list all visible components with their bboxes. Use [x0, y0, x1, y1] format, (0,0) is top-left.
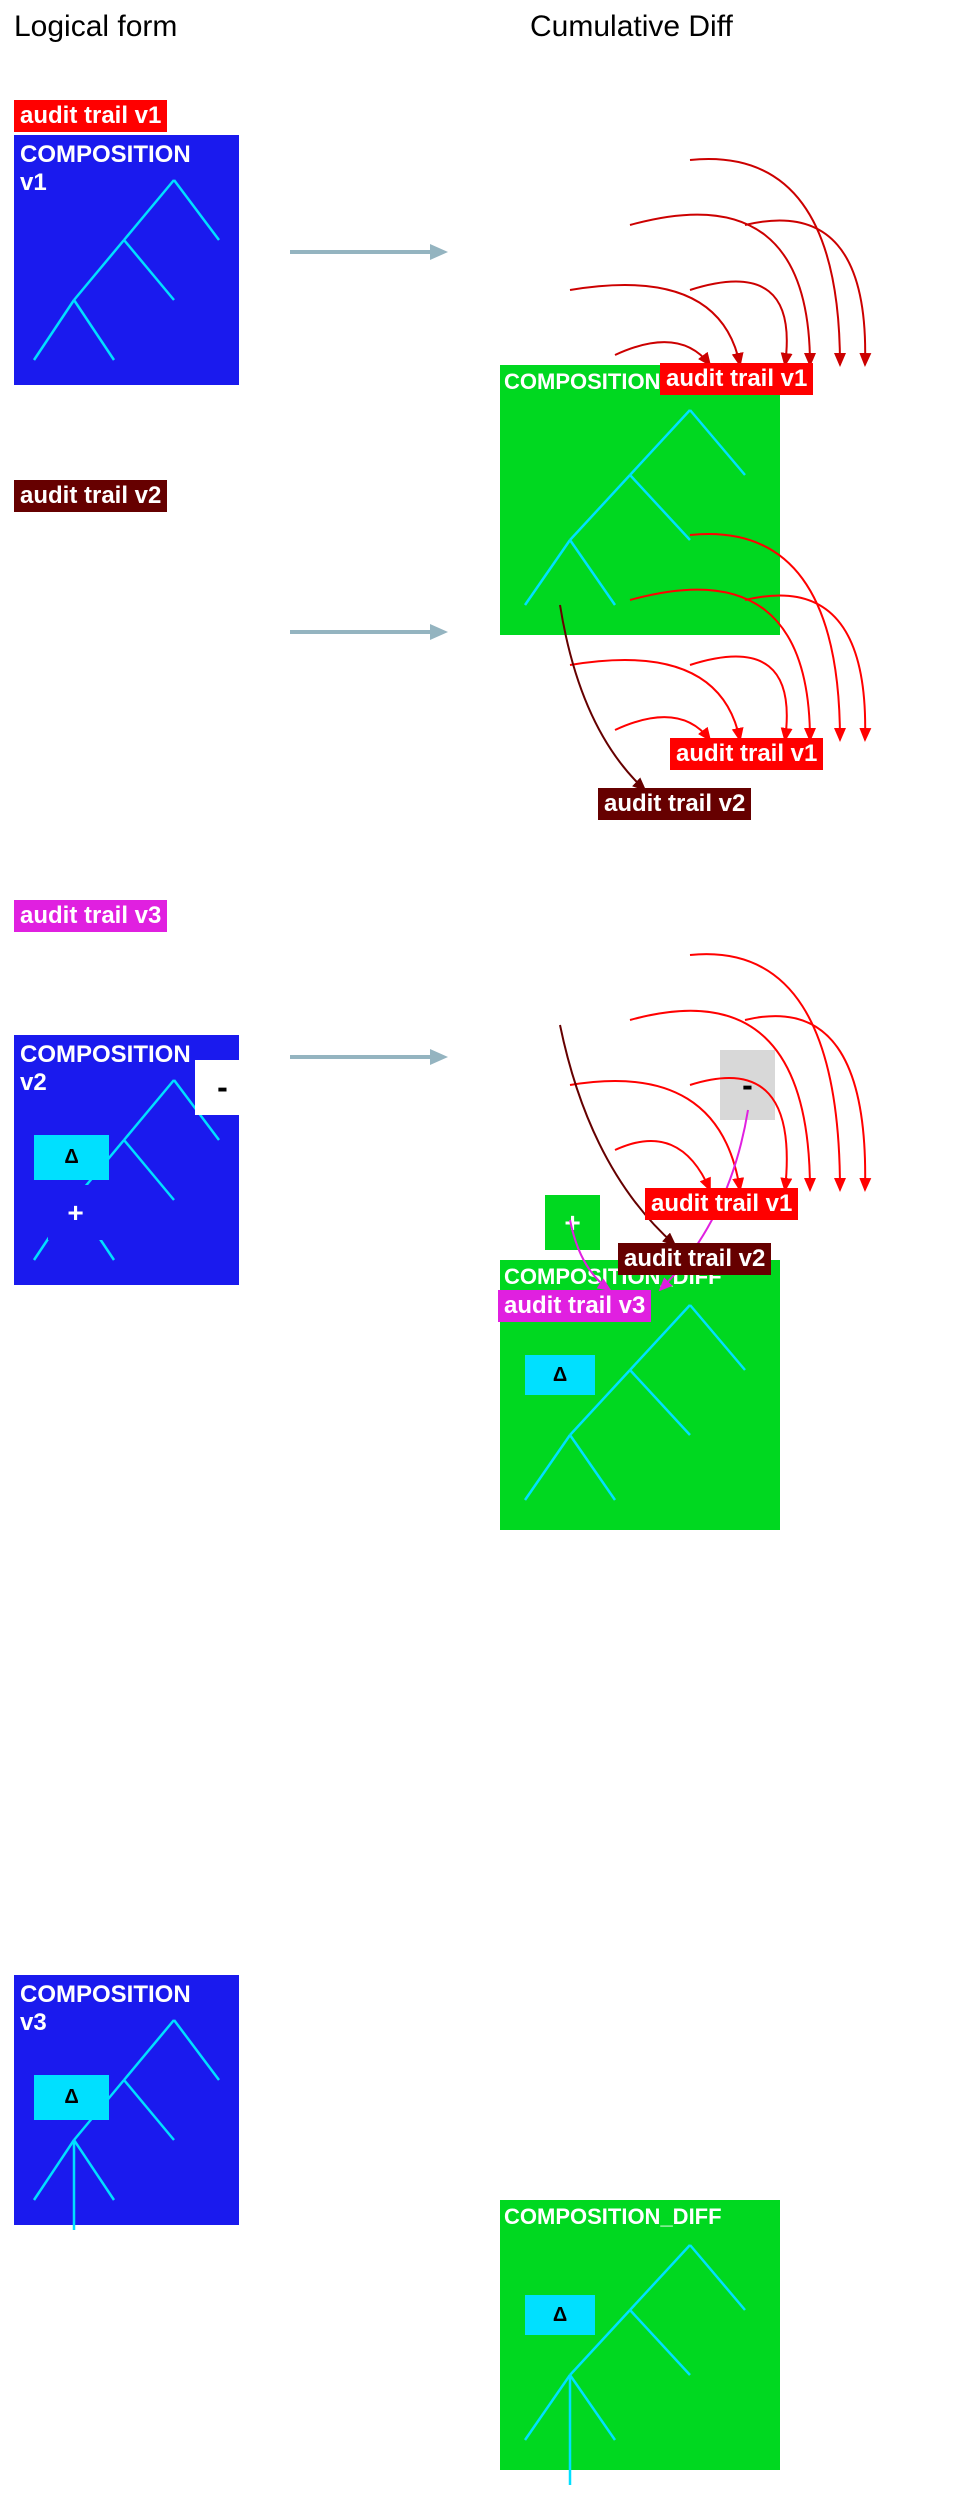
heading-left: Logical form	[14, 10, 177, 44]
diff-delta-v2: Δ	[525, 1355, 595, 1395]
diff-audit-v2-1: audit trail v1	[670, 738, 823, 770]
diff-box-v1: COMPOSITION_DIFF	[500, 365, 780, 635]
diff-audit-v1-1: audit trail v1	[660, 363, 813, 395]
diff-delta-v3: Δ	[525, 2295, 595, 2335]
plus-v3: +	[48, 1185, 103, 1240]
diff-tree-v3	[500, 2200, 780, 2500]
diff-plus-v3: +	[545, 1195, 600, 1250]
composition-box-v3: COMPOSITION v3 Δ	[14, 1975, 239, 2225]
audit-label-v1: audit trail v1	[14, 100, 167, 132]
diff-audit-v3-3: audit trail v3	[498, 1290, 651, 1322]
delta-v2: Δ	[34, 1135, 109, 1180]
diff-box-v3: COMPOSITION_DIFF Δ	[500, 2200, 780, 2470]
diff-audit-v3-1: audit trail v1	[645, 1188, 798, 1220]
arrow-v2	[290, 620, 450, 650]
diff-tree-v1	[500, 365, 780, 635]
delta-v3: Δ	[34, 2075, 109, 2120]
diff-audit-v2-2: audit trail v2	[598, 788, 751, 820]
diff-audit-v3-2: audit trail v2	[618, 1243, 771, 1275]
arrow-v1	[290, 240, 450, 270]
heading-right: Cumulative Diff	[530, 10, 733, 44]
tree-svg-v1	[14, 135, 239, 385]
composition-box-v1: COMPOSITION v1	[14, 135, 239, 385]
minus-v3: -	[195, 1060, 250, 1115]
audit-label-v2: audit trail v2	[14, 480, 167, 512]
diff-minus-v3: -	[720, 1050, 775, 1120]
arrow-v3	[290, 1045, 450, 1075]
audit-label-v3: audit trail v3	[14, 900, 167, 932]
